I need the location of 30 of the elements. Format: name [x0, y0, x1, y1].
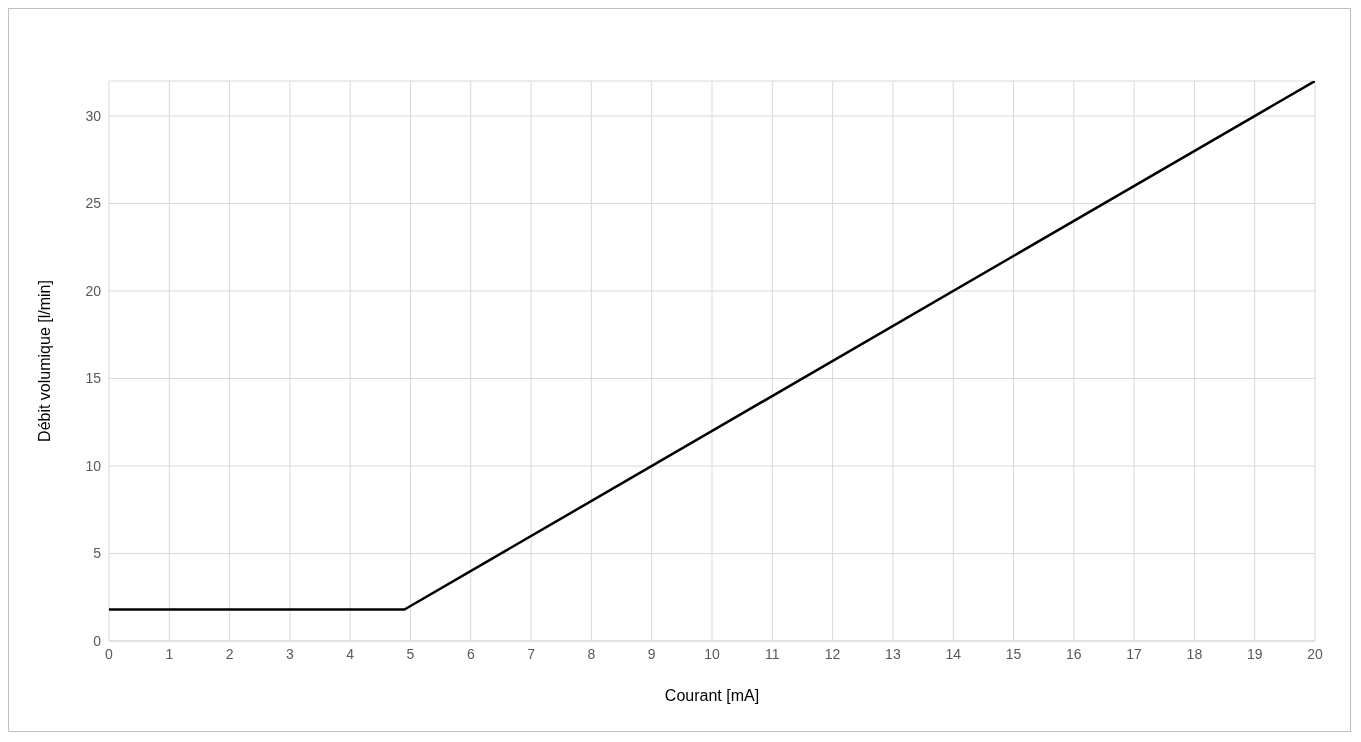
x-tick-label: 11	[765, 645, 780, 662]
x-tick-label: 4	[346, 645, 355, 662]
x-tick-label: 10	[704, 645, 720, 662]
y-tick-label: 5	[93, 545, 102, 562]
y-tick-label: 25	[85, 195, 102, 212]
x-tick-label: 12	[824, 645, 841, 662]
y-tick-label: 0	[93, 632, 102, 649]
x-tick-label: 16	[1066, 645, 1082, 662]
x-tick-label: 1	[165, 645, 174, 662]
y-axis-title: Débit volumique [l/min]	[35, 280, 53, 442]
x-tick-label: 13	[885, 645, 901, 662]
x-tick-label: 14	[945, 645, 962, 662]
y-tick-label: 10	[85, 457, 102, 474]
x-tick-label: 15	[1005, 645, 1022, 662]
x-tick-label: 20	[1307, 645, 1323, 662]
y-tick-label: 15	[85, 370, 102, 387]
x-axis-title: Courant [mA]	[664, 687, 760, 704]
x-tick-label: 3	[286, 645, 294, 662]
x-tick-label: 19	[1246, 645, 1263, 662]
x-tick-label: 7	[527, 645, 536, 662]
y-tick-label: 30	[85, 107, 102, 124]
x-tick-label: 6	[466, 645, 475, 662]
y-tick-label: 20	[85, 282, 102, 299]
x-tick-label: 0	[105, 645, 114, 662]
x-tick-label: 2	[225, 645, 234, 662]
x-tick-label: 18	[1186, 645, 1203, 662]
x-tick-label: 5	[406, 645, 415, 662]
x-tick-label: 17	[1126, 645, 1143, 662]
x-tick-label: 9	[647, 645, 656, 662]
x-tick-label: 8	[587, 645, 596, 662]
